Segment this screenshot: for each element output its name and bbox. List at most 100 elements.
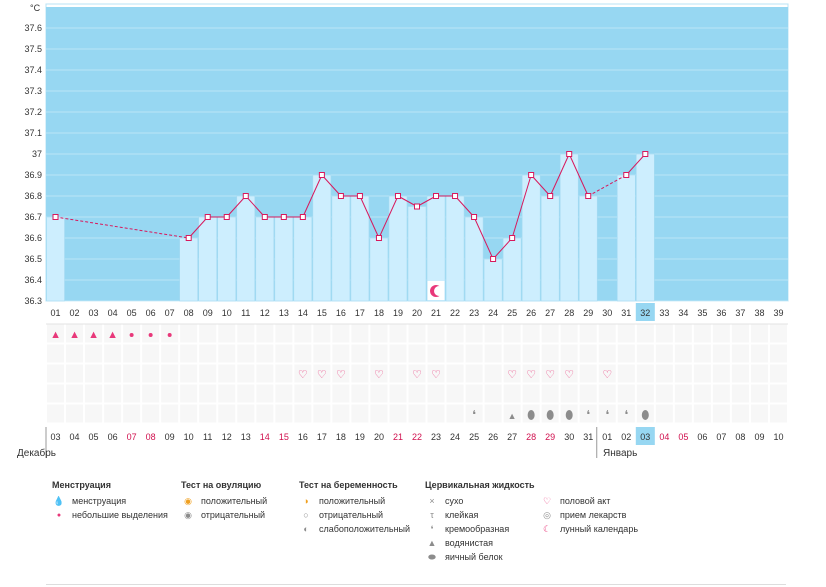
- temp-bar: [578, 195, 598, 302]
- symptom-cell: [388, 383, 408, 404]
- egg-white-icon: [546, 410, 554, 420]
- pregnancy-weak-icon: ◐: [303, 524, 309, 534]
- legend-item: кремообразная: [445, 524, 510, 534]
- symptom-cell: [388, 363, 408, 384]
- date-label: 19: [355, 432, 365, 442]
- temp-bar: [293, 216, 313, 302]
- symptom-cell: [711, 403, 731, 424]
- ovulation-positive-icon: ◉: [184, 495, 192, 506]
- symptom-cell: [445, 343, 465, 364]
- date-label: 01: [602, 432, 612, 442]
- symptom-cell: [103, 343, 123, 364]
- symptom-cell: [236, 323, 256, 344]
- symptom-cell: [141, 343, 161, 364]
- temp-point: [299, 214, 306, 220]
- date-label: 20: [374, 432, 384, 442]
- symptom-cell: [654, 363, 674, 384]
- y-tick-label: 36.6: [24, 233, 42, 243]
- symptom-cell: [84, 343, 104, 364]
- symptom-cell: [711, 343, 731, 364]
- symptom-cell: [768, 363, 789, 384]
- legend-item: прием лекарств: [560, 510, 627, 520]
- cycle-day-label: 05: [127, 308, 137, 318]
- cycle-day-label: 18: [374, 308, 384, 318]
- symptom-cell: [749, 363, 769, 384]
- date-label: 13: [241, 432, 251, 442]
- cycle-day-label: 26: [526, 308, 536, 318]
- drop-heavy-icon: ▲: [69, 329, 80, 341]
- symptom-cell: [597, 323, 617, 344]
- date-label: 04: [70, 432, 80, 442]
- legend-item: положительный: [201, 496, 268, 506]
- date-label: 16: [298, 432, 308, 442]
- symptom-cell: [445, 403, 465, 424]
- symptom-cell: [730, 363, 750, 384]
- symptom-cell: [179, 323, 199, 344]
- date-label: 05: [678, 432, 688, 442]
- temp-point: [547, 193, 554, 199]
- temp-point: [566, 151, 573, 157]
- egg-white-icon: ⬬: [428, 551, 436, 562]
- date-label: 26: [488, 432, 498, 442]
- temp-line: [188, 216, 209, 239]
- temp-line: [549, 153, 570, 197]
- symptom-cell: [293, 403, 313, 424]
- symptom-cell: [84, 383, 104, 404]
- temp-point: [642, 151, 649, 157]
- symptom-cell: [673, 383, 693, 404]
- symptom-cell: [217, 343, 237, 364]
- date-label: 09: [165, 432, 175, 442]
- symptom-cell: [255, 363, 275, 384]
- symptom-cell: [179, 403, 199, 424]
- symptom-cell: [65, 343, 85, 364]
- symptom-cell: [654, 323, 674, 344]
- watery-icon: ▲: [508, 411, 517, 421]
- symptom-cell: [464, 323, 484, 344]
- drop-light-icon: [148, 333, 153, 337]
- date-label: 25: [469, 432, 479, 442]
- temp-bar: [369, 237, 389, 302]
- cycle-day-label: 28: [564, 308, 574, 318]
- temp-bar: [198, 216, 218, 302]
- temp-bar: [236, 195, 256, 302]
- legend-item: менструация: [72, 496, 127, 506]
- legend-item: отрицательный: [319, 510, 384, 520]
- symptom-cell: [654, 343, 674, 364]
- symptom-cell: [578, 363, 598, 384]
- y-tick-label: 37.2: [24, 107, 42, 117]
- symptom-cell: [312, 363, 332, 384]
- ovulation-negative-icon: ◉: [184, 509, 192, 520]
- symptom-cell: [198, 403, 218, 424]
- symptom-cell: [673, 403, 693, 424]
- temp-bar: [521, 174, 541, 302]
- symptom-cell: [331, 323, 351, 344]
- legend-item: небольшие выделения: [72, 510, 168, 520]
- symptom-cell: [464, 363, 484, 384]
- symptom-cell: [331, 383, 351, 404]
- symptom-cell: [616, 383, 636, 404]
- temp-point: [261, 214, 268, 220]
- symptom-cell: [673, 363, 693, 384]
- symptom-cell: [597, 343, 617, 364]
- symptom-cell: [540, 343, 560, 364]
- temp-bar: [274, 216, 294, 302]
- symptom-cell: [255, 343, 275, 364]
- y-tick-label: 36.7: [24, 212, 42, 222]
- symptom-cell: [559, 343, 579, 364]
- symptom-cell: [312, 323, 332, 344]
- legend-item: лунный календарь: [560, 524, 639, 534]
- temp-line: [378, 195, 399, 239]
- cycle-day-label: 30: [602, 308, 612, 318]
- symptom-cell: [198, 363, 218, 384]
- symptom-cell: [65, 403, 85, 424]
- cycle-day-label: 04: [108, 308, 118, 318]
- temp-point: [52, 214, 59, 220]
- drop-heavy-icon: ▲: [88, 329, 99, 341]
- date-label: 21: [393, 432, 403, 442]
- date-label: 05: [89, 432, 99, 442]
- symptom-cell: [407, 363, 427, 384]
- symptom-cell: [65, 363, 85, 384]
- temp-line: [568, 153, 589, 197]
- symptom-cell: [141, 403, 161, 424]
- temp-line: [397, 195, 418, 207]
